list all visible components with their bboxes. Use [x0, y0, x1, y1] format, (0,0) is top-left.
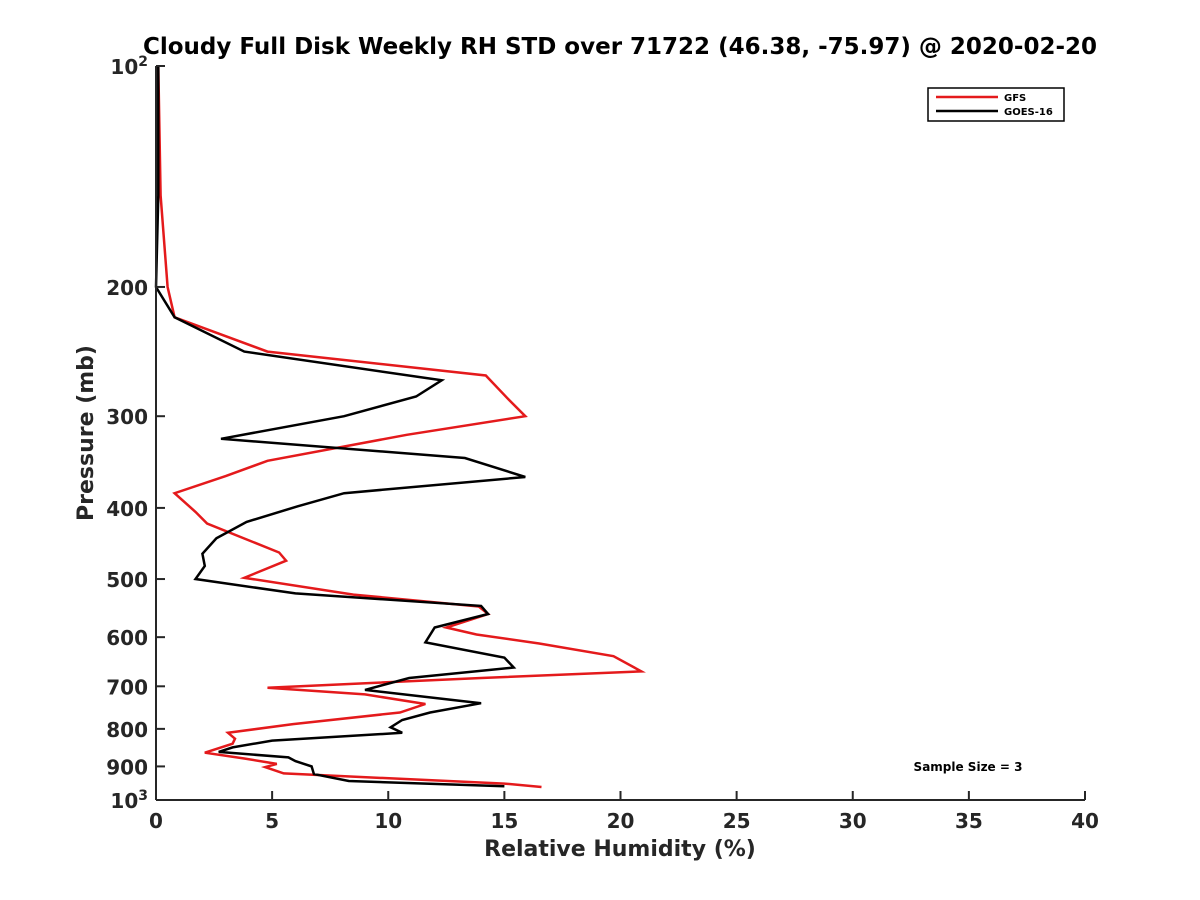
x-axis: 0 5 10 15 20 25 30 35 40: [149, 791, 1099, 833]
series-line-goes-16: [154, 66, 526, 788]
y-tick-label: 200: [106, 276, 148, 300]
y-axis: 102 200 300 400 500 600 700 800 900 103: [106, 54, 165, 813]
legend: GFS GOES-16: [927, 87, 1065, 122]
series-line-gfs: [157, 65, 646, 789]
y-tick-label: 102: [110, 54, 148, 79]
x-tick-label: 15: [490, 809, 518, 833]
x-tick-label: 40: [1071, 809, 1099, 833]
y-tick-label: 500: [106, 568, 148, 592]
plot-area: [154, 65, 646, 789]
chart-title: Cloudy Full Disk Weekly RH STD over 7172…: [143, 34, 1097, 60]
x-tick-label: 0: [149, 809, 163, 833]
y-tick-label: 103: [110, 788, 148, 813]
x-tick-label: 10: [374, 809, 402, 833]
legend-label-goes-16: GOES-16: [1004, 107, 1053, 118]
sample-size-annotation: Sample Size = 3: [914, 760, 1023, 774]
legend-box: [927, 87, 1065, 122]
y-tick-label: 700: [106, 675, 148, 699]
y-tick-label: 300: [106, 405, 148, 429]
y-tick-label: 600: [106, 626, 148, 650]
x-tick-label: 5: [265, 809, 279, 833]
x-tick-label: 30: [839, 809, 867, 833]
y-tick-label: 800: [106, 718, 148, 742]
y-tick-label: 400: [106, 497, 148, 521]
x-tick-label: 25: [723, 809, 751, 833]
y-tick-label: 900: [106, 755, 148, 779]
x-tick-label: 35: [955, 809, 983, 833]
x-axis-label: Relative Humidity (%): [484, 837, 756, 862]
legend-label-gfs: GFS: [1004, 93, 1026, 104]
x-tick-label: 20: [607, 809, 635, 833]
y-axis-label: Pressure (mb): [74, 345, 99, 521]
